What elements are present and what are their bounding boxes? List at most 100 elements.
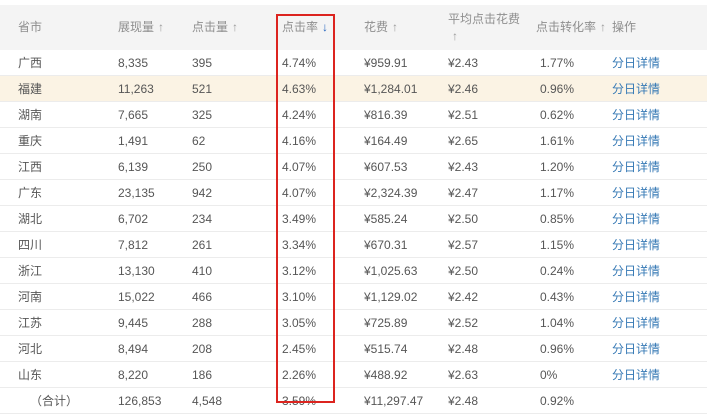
table-row: 湖北 6,702 234 3.49% ¥585.24 ¥2.50 0.85% 分日详情	[0, 205, 707, 232]
ctr-cell: 3.49%	[264, 205, 346, 232]
cost-cell: ¥515.74	[346, 335, 430, 362]
sort-asc-icon[interactable]: ↑	[158, 20, 165, 34]
action-cell: 分日详情	[594, 153, 707, 180]
column-header-avg-cpc[interactable]: 平均点击花费 ↑	[430, 5, 522, 50]
province-cell: 河南	[0, 283, 100, 310]
province-cell: 浙江	[0, 257, 100, 284]
daily-detail-link[interactable]: 分日详情	[612, 238, 661, 252]
daily-detail-link[interactable]: 分日详情	[612, 368, 661, 382]
action-cell: 分日详情	[594, 127, 707, 154]
action-cell: 分日详情	[594, 283, 707, 310]
ctr-cell: 3.34%	[264, 231, 346, 258]
cost-cell: ¥816.39	[346, 101, 430, 128]
table-row: 江西 6,139 250 4.07% ¥607.53 ¥2.43 1.20% 分日详情	[0, 153, 707, 180]
daily-detail-link[interactable]: 分日详情	[612, 342, 661, 356]
column-label: 点击转化率	[536, 20, 597, 34]
daily-detail-link[interactable]: 分日详情	[612, 290, 661, 304]
impressions-cell: 1,491	[100, 127, 174, 154]
ctr-cell: 4.16%	[264, 127, 346, 154]
column-header-cost[interactable]: 花费 ↑	[346, 5, 430, 50]
action-cell: 分日详情	[594, 231, 707, 258]
clicks-cell: 261	[174, 231, 264, 258]
avg-cpc-cell: ¥2.46	[430, 75, 522, 102]
ctr-cell: 4.07%	[264, 153, 346, 180]
impressions-cell: 8,335	[100, 50, 174, 76]
avg-cpc-cell: ¥2.48	[430, 335, 522, 362]
action-cell: 分日详情	[594, 179, 707, 206]
clicks-cell: 186	[174, 361, 264, 388]
daily-detail-link[interactable]: 分日详情	[612, 108, 661, 122]
daily-detail-link[interactable]: 分日详情	[612, 212, 661, 226]
daily-detail-link[interactable]: 分日详情	[612, 82, 661, 96]
ctr-cell: 4.74%	[264, 50, 346, 76]
action-cell: 分日详情	[594, 50, 707, 76]
cvr-cell: 0%	[522, 361, 594, 388]
column-header-clicks[interactable]: 点击量 ↑	[174, 5, 264, 50]
avg-cpc-cell: ¥2.52	[430, 309, 522, 336]
cost-cell: ¥1,284.01	[346, 75, 430, 102]
cvr-cell: 0.92%	[522, 387, 594, 414]
avg-cpc-cell: ¥2.57	[430, 231, 522, 258]
province-cell: 湖北	[0, 205, 100, 232]
daily-detail-link[interactable]: 分日详情	[612, 316, 661, 330]
sort-asc-icon[interactable]: ↑	[452, 28, 458, 43]
ctr-cell: 2.26%	[264, 361, 346, 388]
cost-cell: ¥725.89	[346, 309, 430, 336]
column-header-ctr[interactable]: 点击率 ↓	[264, 5, 346, 50]
action-cell: 分日详情	[594, 101, 707, 128]
table-row: 山东 8,220 186 2.26% ¥488.92 ¥2.63 0% 分日详情	[0, 361, 707, 388]
sort-asc-icon[interactable]: ↑	[232, 20, 239, 34]
cvr-cell: 0.85%	[522, 205, 594, 232]
column-header-cvr[interactable]: 点击转化率 ↑	[522, 5, 606, 50]
province-cell: 四川	[0, 231, 100, 258]
report-table-container: 省市 展现量 ↑ 点击量 ↑ 点击率 ↓ 花费 ↑ 平均点击花费 ↑ 点	[0, 5, 707, 414]
cost-cell: ¥607.53	[346, 153, 430, 180]
column-label: 操作	[612, 20, 637, 34]
cost-cell: ¥164.49	[346, 127, 430, 154]
impressions-cell: 13,130	[100, 257, 174, 284]
clicks-cell: 410	[174, 257, 264, 284]
impressions-cell: 15,022	[100, 283, 174, 310]
daily-detail-link[interactable]: 分日详情	[612, 160, 661, 174]
daily-detail-link[interactable]: 分日详情	[612, 134, 661, 148]
cost-cell: ¥585.24	[346, 205, 430, 232]
column-label: 展现量	[118, 20, 155, 34]
impressions-cell: 23,135	[100, 179, 174, 206]
avg-cpc-cell: ¥2.48	[430, 387, 522, 414]
table-row: 浙江 13,130 410 3.12% ¥1,025.63 ¥2.50 0.24% 分日详情	[0, 257, 707, 284]
daily-detail-link[interactable]: 分日详情	[612, 264, 661, 278]
action-cell: 分日详情	[594, 309, 707, 336]
province-cell: （合计）	[0, 387, 100, 414]
sort-desc-icon[interactable]: ↓	[322, 20, 329, 34]
impressions-cell: 7,812	[100, 231, 174, 258]
column-header-impressions[interactable]: 展现量 ↑	[100, 5, 174, 50]
impressions-cell: 6,139	[100, 153, 174, 180]
clicks-cell: 4,548	[174, 387, 264, 414]
table-row: 广西 8,335 395 4.74% ¥959.91 ¥2.43 1.77% 分日详情	[0, 50, 707, 76]
province-cell: 江西	[0, 153, 100, 180]
sort-asc-icon[interactable]: ↑	[392, 20, 399, 34]
table-header: 省市 展现量 ↑ 点击量 ↑ 点击率 ↓ 花费 ↑ 平均点击花费 ↑ 点	[0, 5, 707, 50]
column-label: 点击率	[282, 20, 319, 34]
action-cell: 分日详情	[594, 75, 707, 102]
clicks-cell: 395	[174, 50, 264, 76]
sort-asc-icon[interactable]: ↑	[600, 20, 607, 34]
daily-detail-link[interactable]: 分日详情	[612, 56, 661, 70]
clicks-cell: 942	[174, 179, 264, 206]
avg-cpc-cell: ¥2.50	[430, 205, 522, 232]
table-row: 江苏 9,445 288 3.05% ¥725.89 ¥2.52 1.04% 分日详情	[0, 309, 707, 336]
table-row: 湖南 7,665 325 4.24% ¥816.39 ¥2.51 0.62% 分日详情	[0, 101, 707, 128]
action-cell: 分日详情	[594, 205, 707, 232]
province-cell: 广东	[0, 179, 100, 206]
impressions-cell: 8,220	[100, 361, 174, 388]
avg-cpc-cell: ¥2.63	[430, 361, 522, 388]
daily-detail-link[interactable]: 分日详情	[612, 186, 661, 200]
table-row: 广东 23,135 942 4.07% ¥2,324.39 ¥2.47 1.17% 分日详情	[0, 179, 707, 206]
clicks-cell: 208	[174, 335, 264, 362]
clicks-cell: 466	[174, 283, 264, 310]
column-header-actions: 操作	[594, 5, 707, 50]
cvr-cell: 1.15%	[522, 231, 594, 258]
column-label: 点击量	[192, 20, 229, 34]
ctr-cell: 3.12%	[264, 257, 346, 284]
action-cell: 分日详情	[594, 335, 707, 362]
